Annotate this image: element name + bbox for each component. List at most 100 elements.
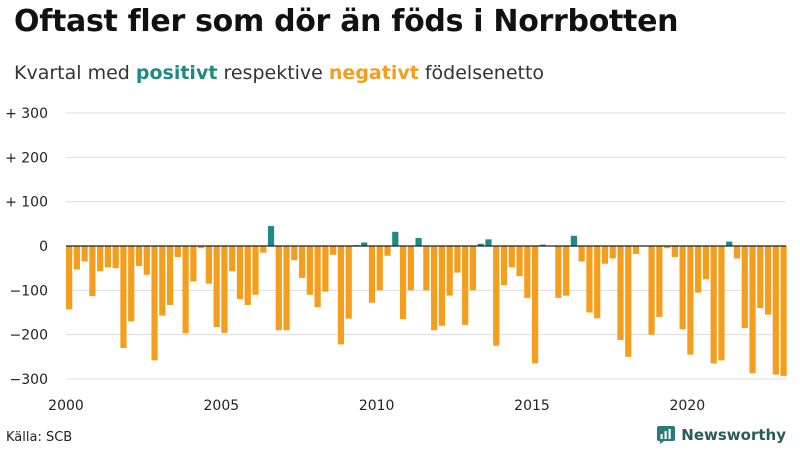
data-bar <box>384 246 391 256</box>
data-bar <box>143 246 150 275</box>
data-bar <box>586 246 593 313</box>
data-bar <box>66 246 73 310</box>
data-bar <box>431 246 438 331</box>
data-bar <box>81 246 88 262</box>
data-bar <box>306 246 313 295</box>
newsworthy-icon <box>657 426 676 444</box>
data-bar <box>407 246 414 291</box>
data-bar <box>632 246 640 254</box>
data-bar <box>601 246 609 264</box>
brand-name: Newsworthy <box>681 426 786 444</box>
data-bar <box>539 244 546 246</box>
data-bar <box>190 246 197 282</box>
data-bar <box>174 246 181 258</box>
data-bar <box>252 246 259 295</box>
subtitle-prefix: Kvartal med <box>14 62 136 84</box>
data-bar <box>500 246 508 286</box>
data-bar <box>625 246 632 357</box>
data-bar <box>361 242 368 246</box>
data-bar <box>671 246 678 258</box>
data-bar <box>267 226 275 246</box>
data-bar <box>120 246 127 348</box>
data-bar <box>508 246 515 268</box>
y-tick-label: + 200 <box>5 150 48 166</box>
data-bar <box>89 246 96 297</box>
data-bar <box>446 246 453 296</box>
chart-title: Oftast fler som dör än föds i Norrbotten <box>14 4 679 39</box>
x-tick-label: 2010 <box>359 398 395 414</box>
data-bar <box>438 246 445 326</box>
data-bar <box>73 246 80 270</box>
data-bar <box>578 246 585 262</box>
source-note: Källa: SCB <box>6 430 73 445</box>
data-bar <box>314 246 321 308</box>
x-tick-label: 2000 <box>48 398 84 414</box>
data-bar <box>376 246 383 291</box>
data-bar <box>617 246 624 340</box>
data-bar <box>656 246 663 317</box>
data-bar <box>485 239 492 246</box>
data-bar <box>368 246 376 303</box>
data-bar <box>749 246 756 374</box>
data-bar <box>151 246 158 361</box>
data-bar <box>609 246 616 259</box>
data-bar <box>198 246 205 249</box>
y-tick-label: −100 <box>10 283 48 299</box>
data-bar <box>710 246 717 364</box>
data-bar <box>423 246 430 291</box>
data-bar <box>594 246 601 319</box>
data-bar <box>718 246 725 361</box>
data-bar <box>764 246 772 315</box>
data-bar <box>726 241 733 246</box>
data-bar <box>664 246 671 249</box>
data-bar <box>128 246 135 322</box>
data-bar <box>182 246 189 334</box>
data-bar <box>213 246 220 328</box>
x-tick-label: 2020 <box>669 398 705 414</box>
x-tick-label: 2015 <box>514 398 550 414</box>
data-bar <box>322 246 329 292</box>
data-bar <box>236 246 244 300</box>
subtitle-positive-word: positivt <box>135 62 218 84</box>
data-bar <box>399 246 407 320</box>
data-bar <box>330 246 337 255</box>
subtitle-middle: respektive <box>217 62 329 84</box>
data-bar <box>260 246 267 253</box>
data-bar <box>702 246 710 280</box>
data-bar <box>695 246 702 293</box>
y-tick-label: −200 <box>10 328 48 344</box>
data-bar <box>205 246 212 284</box>
data-bar <box>166 246 174 305</box>
data-bar <box>741 246 748 329</box>
data-bar <box>345 246 352 319</box>
data-bar <box>135 246 143 266</box>
y-tick-label: 0 <box>39 239 48 255</box>
subtitle-suffix: födelsenetto <box>418 62 545 84</box>
data-bar <box>493 246 500 346</box>
data-bar <box>757 246 764 309</box>
data-bar <box>679 246 686 330</box>
data-bar <box>221 246 228 333</box>
data-bar <box>733 246 741 259</box>
data-bar <box>229 246 236 272</box>
data-bar <box>104 246 112 268</box>
data-bar <box>772 246 779 375</box>
data-bar <box>780 246 787 376</box>
data-bar <box>159 246 166 316</box>
data-bar <box>531 246 539 364</box>
data-bar <box>97 246 104 272</box>
data-bar <box>275 246 282 331</box>
x-tick-label: 2005 <box>204 398 240 414</box>
data-bar <box>570 235 578 246</box>
data-bar <box>112 246 119 269</box>
data-bar <box>337 246 345 345</box>
data-bar <box>298 246 306 278</box>
data-bar <box>291 246 298 261</box>
data-bar <box>687 246 694 355</box>
data-bar <box>524 246 531 298</box>
data-bar <box>563 246 570 296</box>
data-bar <box>415 238 422 246</box>
chart-subtitle: Kvartal med positivt respektive negativt… <box>14 62 544 84</box>
data-bar <box>283 246 290 331</box>
